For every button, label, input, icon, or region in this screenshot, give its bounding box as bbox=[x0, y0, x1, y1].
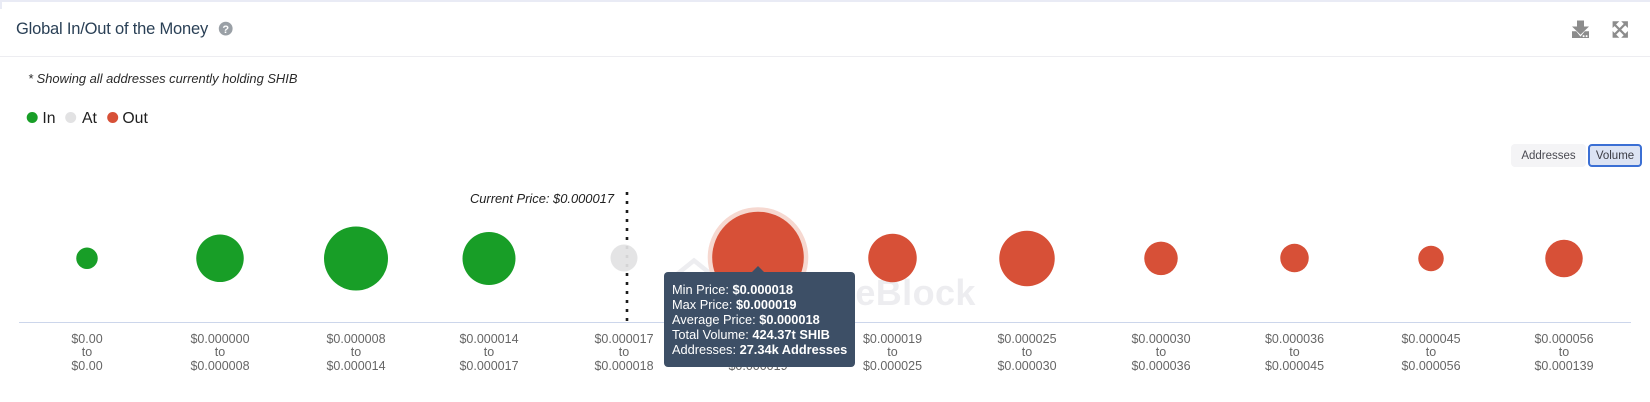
svg-text:?: ? bbox=[222, 24, 229, 36]
